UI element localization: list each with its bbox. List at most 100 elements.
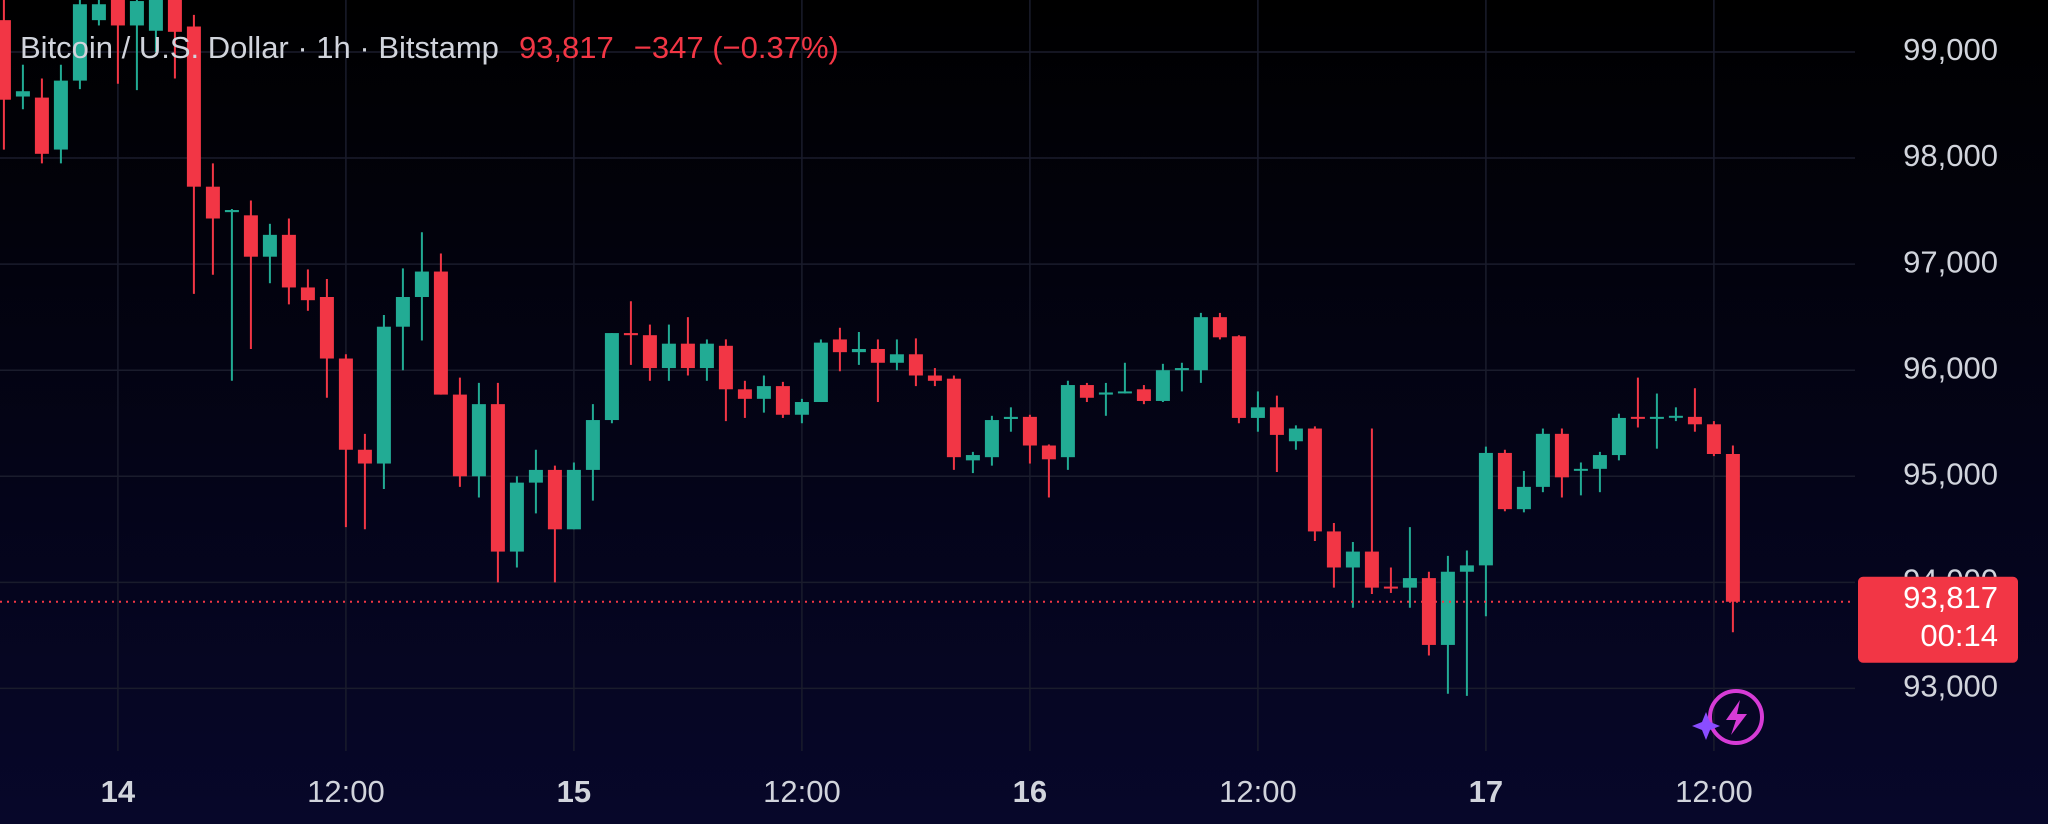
- candle-body: [1592, 455, 1607, 469]
- y-tick-label: 99,000: [1903, 32, 1998, 67]
- candle-body: [1098, 392, 1113, 395]
- candle-body: [604, 333, 619, 421]
- candle-body: [1060, 385, 1075, 458]
- candle-body: [1003, 416, 1018, 419]
- candle-body: [623, 333, 638, 336]
- candle-body: [661, 343, 676, 369]
- candle-body: [452, 394, 467, 477]
- candle-body: [15, 91, 30, 97]
- candle-body: [1459, 565, 1474, 572]
- candle-body: [528, 469, 543, 483]
- candle-body: [794, 402, 809, 415]
- candle-body: [851, 348, 866, 353]
- chart-title: Bitcoin / U.S. Dollar · 1h · Bitstamp: [20, 30, 499, 65]
- candle-body: [1307, 428, 1322, 532]
- candle-body: [699, 343, 714, 369]
- candle-body: [205, 186, 220, 219]
- countdown: 00:14: [1920, 618, 1998, 653]
- candle-body: [870, 348, 885, 363]
- candle-body: [680, 343, 695, 369]
- candle-body: [1326, 531, 1341, 568]
- assistant-icon[interactable]: [1692, 689, 1764, 745]
- x-tick-label: 14: [101, 774, 136, 809]
- candle-body: [110, 0, 125, 26]
- candle-body: [300, 287, 315, 301]
- x-tick-label: 12:00: [307, 774, 385, 809]
- candle-body: [1250, 407, 1265, 418]
- candle-body: [1687, 416, 1702, 425]
- candle-body: [471, 404, 486, 477]
- header: Bitcoin / U.S. Dollar · 1h · Bitstamp 93,…: [20, 30, 839, 65]
- last-price-box: [1858, 576, 2018, 663]
- change: −347 (−0.37%): [634, 30, 839, 65]
- overlay: 93,00094,00095,00096,00097,00098,00099,0…: [0, 32, 2018, 809]
- candle-body: [1383, 586, 1398, 589]
- candle-body: [775, 386, 790, 415]
- y-tick-label: 97,000: [1903, 244, 1998, 279]
- candle-body: [1288, 428, 1303, 442]
- candle-body: [34, 97, 49, 154]
- candle-body: [813, 342, 828, 403]
- candle-body: [908, 354, 923, 376]
- candle-body: [509, 482, 524, 552]
- x-tick-label: 16: [1013, 774, 1047, 809]
- candle-body: [0, 20, 11, 100]
- candle-body: [1041, 445, 1056, 460]
- candle-body: [1554, 433, 1569, 478]
- candle-body: [395, 297, 410, 327]
- candle-body: [1649, 416, 1664, 419]
- candle-body: [224, 210, 239, 213]
- candle-body: [1516, 486, 1531, 510]
- candle-body: [566, 469, 581, 530]
- candle-body: [433, 271, 448, 395]
- candle-body: [832, 339, 847, 353]
- candle-body: [1345, 551, 1360, 568]
- candle-body: [946, 378, 961, 458]
- candle-body: [1212, 317, 1227, 338]
- icon-bolt: [1726, 700, 1747, 735]
- y-tick-label: 95,000: [1903, 456, 1998, 491]
- icon-ring: [1708, 689, 1764, 745]
- candle-body: [167, 0, 182, 32]
- candle-body: [91, 4, 106, 21]
- candle-body: [1668, 415, 1683, 418]
- candle-body: [1155, 370, 1170, 401]
- candle-body: [414, 271, 429, 298]
- candle-body: [1535, 433, 1550, 487]
- y-tick-label: 96,000: [1903, 350, 1998, 385]
- x-tick-label: 12:00: [1219, 774, 1297, 809]
- candle-body: [53, 80, 68, 150]
- icon-sparkle: [1692, 712, 1720, 740]
- candle-body: [1269, 407, 1284, 435]
- candle-body: [1573, 468, 1588, 471]
- candle-body: [1440, 571, 1455, 645]
- candle-body: [889, 354, 904, 363]
- last-price-header: 93,817: [519, 30, 614, 65]
- candles: [0, 0, 1740, 696]
- candle-body: [1497, 452, 1512, 510]
- candle-body: [1402, 578, 1417, 588]
- candle-body: [148, 0, 163, 31]
- candle-body: [129, 1, 144, 26]
- candle-body: [281, 234, 296, 288]
- candle-body: [1421, 578, 1436, 645]
- candle-body: [376, 326, 391, 464]
- candle-body: [72, 4, 87, 81]
- candle-body: [1630, 416, 1645, 419]
- last-price-label: 93,817: [1903, 580, 1998, 615]
- candle-body: [1364, 551, 1379, 588]
- y-tick-label: 93,000: [1903, 669, 1998, 704]
- candle-body: [642, 335, 657, 369]
- candle-body: [1725, 453, 1740, 602]
- candle-body: [737, 389, 752, 399]
- candle-body: [490, 404, 505, 552]
- candle-body: [1117, 391, 1132, 394]
- candle-body: [756, 386, 771, 399]
- x-tick-label: 12:00: [1675, 774, 1753, 809]
- x-tick-label: 17: [1469, 774, 1503, 809]
- candle-body: [1706, 424, 1721, 454]
- candle-body: [1079, 385, 1094, 398]
- x-tick-label: 12:00: [763, 774, 841, 809]
